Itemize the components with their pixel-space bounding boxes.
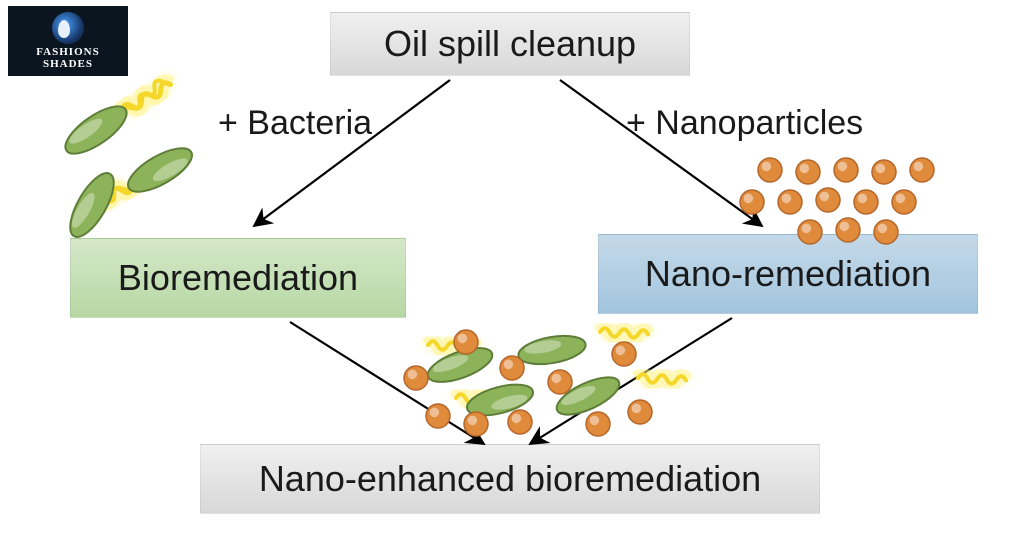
- label-bacteria-text: + Bacteria: [218, 104, 372, 142]
- box-bottom-label: Nano-enhanced bioremediation: [259, 458, 761, 500]
- label-nanoparticles: + Nanoparticles: [626, 104, 863, 143]
- box-oil-spill-cleanup: Oil spill cleanup: [330, 12, 690, 76]
- box-left-label: Bioremediation: [118, 257, 358, 299]
- logo-text: FASHIONS SHADES: [36, 46, 99, 70]
- logo-line-2: SHADES: [43, 58, 93, 70]
- box-top-label: Oil spill cleanup: [384, 23, 636, 65]
- logo-line-1: FASHIONS: [36, 46, 99, 58]
- logo-badge: FASHIONS SHADES: [8, 6, 128, 76]
- box-nano-remediation: Nano-remediation: [598, 234, 978, 314]
- label-bacteria: + Bacteria: [218, 104, 372, 143]
- box-right-label: Nano-remediation: [645, 253, 931, 295]
- nanoparticles-cluster-icon: [740, 158, 934, 244]
- box-nano-enhanced-bioremediation: Nano-enhanced bioremediation: [200, 444, 820, 514]
- box-bioremediation: Bioremediation: [70, 238, 406, 318]
- label-nanoparticles-text: + Nanoparticles: [626, 104, 863, 142]
- bacteria-cluster-icon: [58, 69, 198, 244]
- logo-icon: [52, 12, 84, 44]
- combined-cluster-icon: [404, 328, 686, 436]
